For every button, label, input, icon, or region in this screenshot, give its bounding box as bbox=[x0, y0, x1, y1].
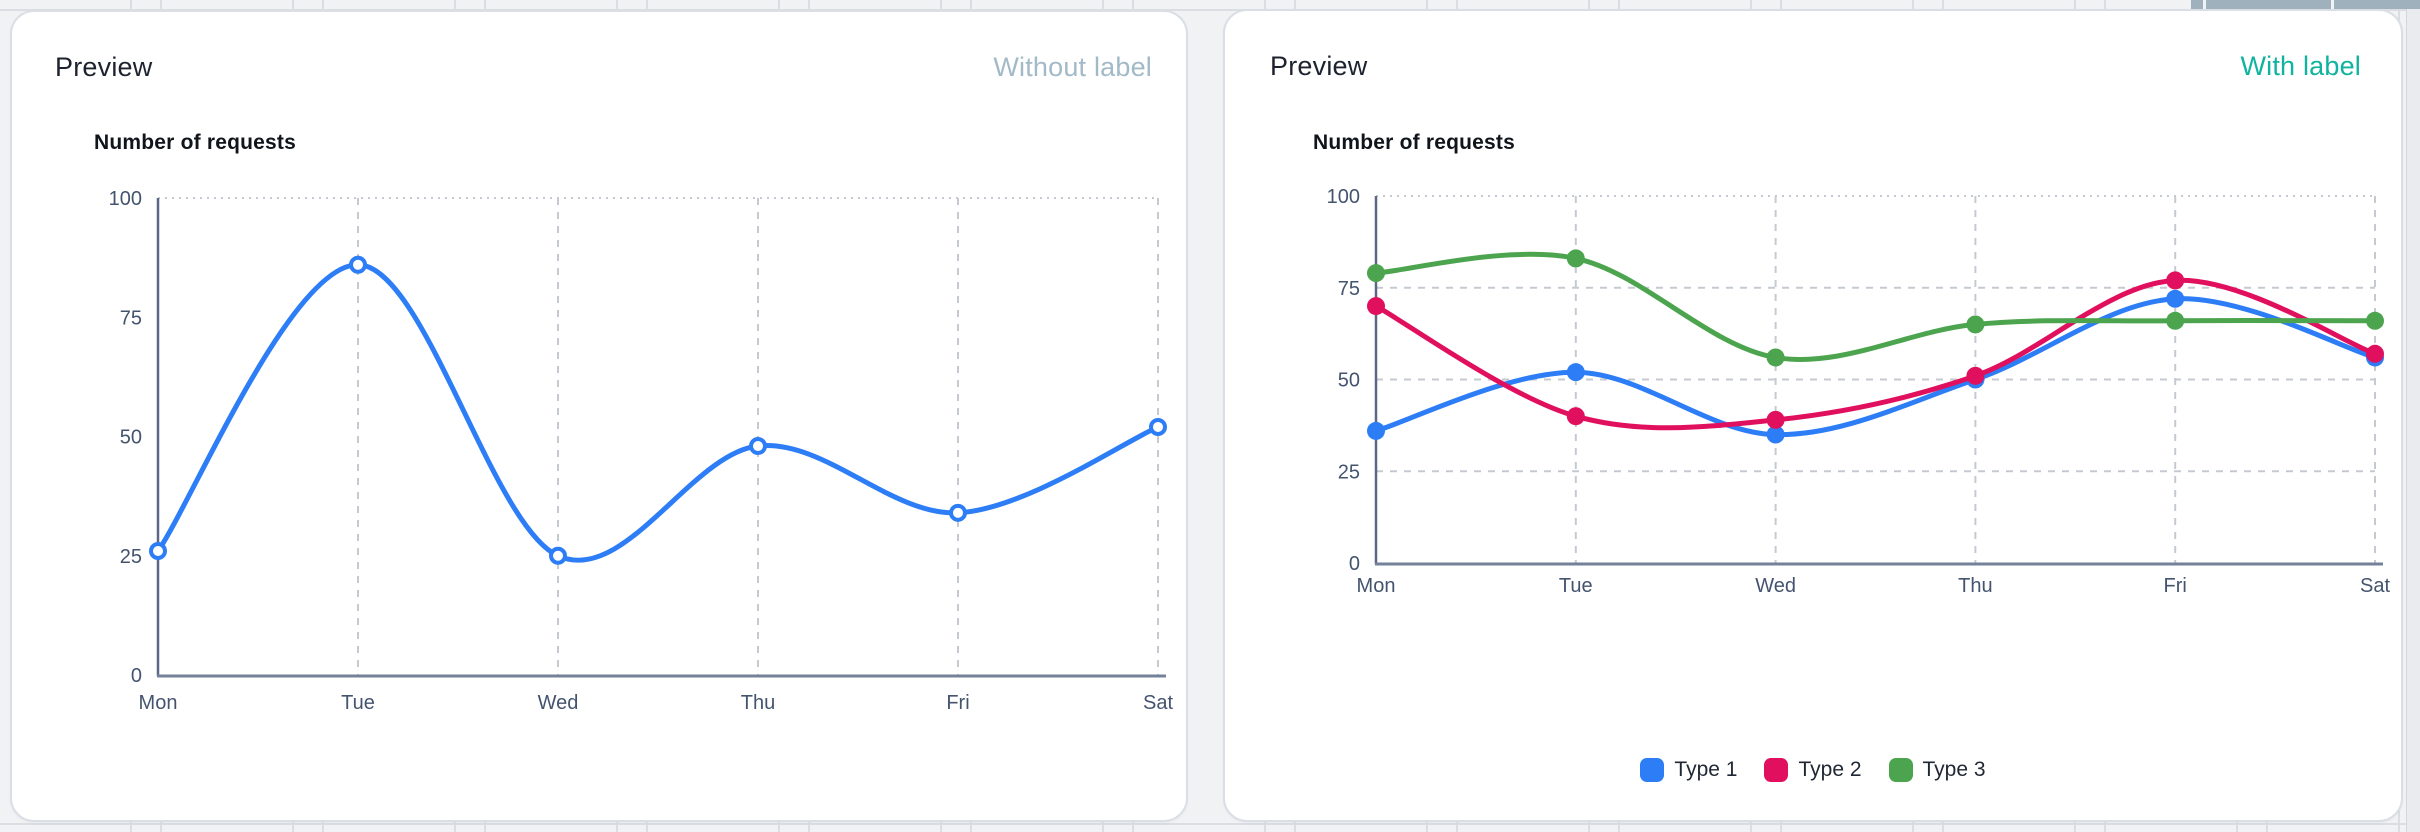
data-point-marker bbox=[1966, 315, 1985, 334]
y-tick-label: 25 bbox=[120, 546, 142, 568]
data-point-marker bbox=[2166, 271, 2185, 290]
data-point-marker bbox=[1566, 249, 1585, 268]
background-grid-line-bottom bbox=[0, 823, 2420, 825]
x-tick-label: Wed bbox=[1755, 575, 1796, 597]
y-tick-label: 100 bbox=[1327, 186, 1360, 208]
x-tick-label: Sat bbox=[1143, 692, 1173, 714]
legend-label: Type 2 bbox=[1798, 758, 1862, 781]
data-point-marker bbox=[1766, 410, 1785, 429]
legend-label: Type 1 bbox=[1674, 758, 1738, 781]
card-title: Preview bbox=[55, 52, 153, 82]
legend-item-type-2: Type 2 bbox=[1764, 758, 1862, 782]
y-tick-label: 0 bbox=[1349, 553, 1360, 575]
legend-swatch bbox=[1640, 758, 1665, 782]
y-tick-label: 75 bbox=[120, 307, 142, 329]
background-grid-line-top bbox=[0, 9, 2420, 11]
chart-y-axis-title: Number of requests bbox=[1313, 131, 1515, 154]
x-tick-label: Thu bbox=[741, 692, 775, 714]
y-tick-label: 50 bbox=[1338, 370, 1360, 392]
card-title: Preview bbox=[1270, 51, 1368, 81]
x-tick-label: Sat bbox=[2360, 575, 2390, 597]
series-line-type-1 bbox=[1373, 296, 2378, 438]
legend-swatch bbox=[1764, 758, 1789, 782]
data-point-marker bbox=[749, 437, 767, 456]
data-point-marker bbox=[2366, 344, 2384, 363]
data-point-marker bbox=[1966, 366, 1985, 385]
y-tick-label: 50 bbox=[120, 427, 142, 449]
data-point-marker bbox=[949, 503, 967, 522]
data-point-marker bbox=[1367, 297, 1385, 316]
y-tick-label: 0 bbox=[131, 665, 142, 687]
data-point-marker bbox=[1367, 421, 1385, 440]
data-point-marker bbox=[549, 546, 567, 565]
data-point-marker bbox=[1149, 417, 1167, 436]
x-tick-label: Tue bbox=[1559, 575, 1593, 597]
x-tick-label: Fri bbox=[2164, 575, 2187, 597]
legend-item-type-3: Type 3 bbox=[1888, 758, 1986, 782]
chart-y-axis-title: Number of requests bbox=[94, 131, 296, 154]
data-point-marker bbox=[1566, 363, 1585, 382]
x-tick-label: Fri bbox=[946, 692, 969, 714]
data-point-marker bbox=[1566, 407, 1585, 426]
variant-label: Without label bbox=[993, 52, 1152, 82]
x-tick-label: Mon bbox=[139, 692, 178, 714]
data-point-marker bbox=[2166, 289, 2185, 308]
series-line-type-3 bbox=[1373, 251, 2378, 362]
legend-swatch bbox=[1888, 758, 1913, 782]
chart-legend: Type 1 Type 2 Type 3 bbox=[1225, 758, 2401, 782]
data-point-marker bbox=[2166, 311, 2185, 330]
legend-label: Type 3 bbox=[1922, 758, 1986, 781]
x-tick-label: Mon bbox=[1357, 575, 1396, 597]
page-scrollbar[interactable] bbox=[2406, 9, 2420, 832]
x-tick-label: Wed bbox=[538, 692, 579, 714]
data-point-marker bbox=[349, 255, 367, 274]
legend-item-type-1: Type 1 bbox=[1640, 758, 1737, 782]
series-line-type-2 bbox=[1373, 277, 2378, 431]
data-point-marker bbox=[1766, 425, 1785, 444]
x-tick-label: Thu bbox=[1958, 575, 1992, 597]
variant-label: With label bbox=[2240, 51, 2361, 81]
series-line-type-1 bbox=[155, 262, 1161, 563]
background-toolbar-fragment bbox=[2191, 0, 2420, 9]
data-point-marker bbox=[1367, 264, 1385, 283]
line-chart-with-label: 0 25 50 75 100 Mon Tue Wed Thu Fri Sat bbox=[1327, 186, 2391, 597]
y-tick-label: 25 bbox=[1338, 461, 1360, 483]
toolbar-divider bbox=[2203, 0, 2206, 9]
data-point-marker bbox=[149, 541, 167, 560]
preview-card-without-label: Preview Without label Number of requests… bbox=[10, 10, 1188, 822]
data-point-marker bbox=[1766, 348, 1785, 367]
toolbar-divider bbox=[2331, 0, 2334, 9]
preview-card-with-label: Preview With label Number of requests 0 2… bbox=[1223, 9, 2403, 822]
line-chart-without-label: 0 25 50 75 100 Mon Tue Wed Thu Fri Sat bbox=[109, 188, 1174, 714]
y-tick-label: 100 bbox=[109, 188, 142, 210]
data-point-marker bbox=[2366, 311, 2384, 330]
y-tick-label: 75 bbox=[1338, 278, 1360, 300]
x-tick-label: Tue bbox=[341, 692, 375, 714]
